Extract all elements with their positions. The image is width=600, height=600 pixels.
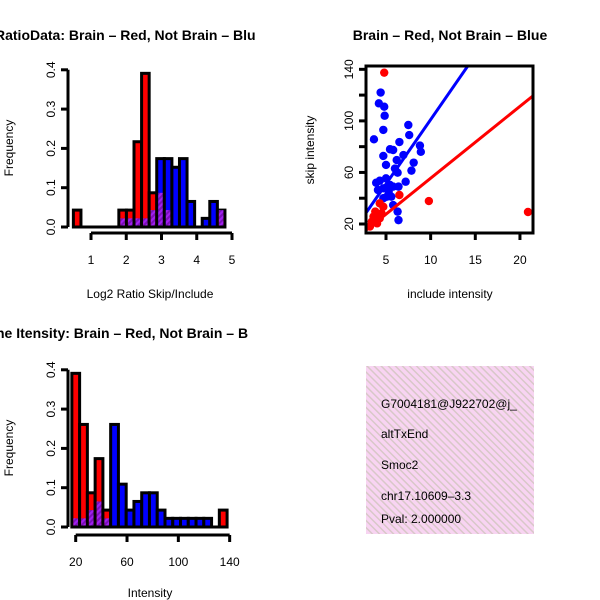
histogram-overlap-bar — [143, 218, 148, 226]
intensity-histogram: ne Itensity: Brain – Red, Not Brain – B … — [0, 325, 248, 600]
ratio-histogram-title: RatioData: Brain – Red, Not Brain – Blu — [0, 27, 256, 43]
scatter-point — [395, 137, 404, 147]
scatter-point — [379, 151, 388, 161]
y-tick-label: 140 — [342, 59, 356, 79]
x-tick-label: 140 — [220, 555, 240, 569]
histogram-bar — [217, 508, 229, 529]
y-tick-label: 100 — [342, 111, 356, 131]
x-tick-label: 2 — [123, 253, 130, 267]
y-tick-label: 0.3 — [44, 400, 58, 417]
scatter-point — [388, 145, 398, 155]
y-tick-label: 0.1 — [44, 179, 58, 196]
regression-line — [366, 95, 533, 232]
y-tick-label: 0.4 — [44, 61, 58, 78]
scatter-point — [416, 147, 426, 157]
histogram-overlap-bar — [88, 510, 94, 526]
scatter-point — [405, 130, 414, 140]
histogram-overlap-bar — [73, 518, 79, 526]
info-location: chr17.10609–3.3 — [381, 489, 471, 503]
ratio-histogram-xlabel: Log2 Ratio Skip/Include — [87, 287, 214, 301]
histogram-overlap-bar — [150, 210, 156, 226]
scatter-plot-area — [366, 66, 533, 232]
y-tick-label: 0.1 — [44, 479, 58, 496]
y-tick-label: 0.0 — [44, 218, 58, 235]
x-tick-label: 5 — [383, 253, 390, 267]
histogram-bar — [185, 199, 197, 229]
scatter-point — [395, 190, 404, 200]
histogram-overlap-bar — [104, 518, 110, 526]
info-panel-background — [366, 366, 534, 534]
info-event-type: altTxEnd — [381, 427, 428, 441]
y-tick-label: 60 — [342, 165, 356, 179]
scatter-title: Brain – Red, Not Brain – Blue — [353, 27, 548, 43]
x-tick-label: 20 — [513, 253, 527, 267]
histogram-overlap-bar — [158, 192, 163, 226]
scatter-point — [424, 196, 434, 206]
x-tick-label: 5 — [229, 253, 236, 267]
scatter-point — [381, 160, 391, 170]
y-tick-label: 0.2 — [44, 440, 58, 457]
scatter-xlabel: include intensity — [407, 287, 492, 301]
histogram-overlap-bar — [120, 218, 125, 226]
scatter-point — [401, 177, 410, 186]
x-tick-label: 3 — [158, 253, 165, 267]
histogram-overlap-bar — [218, 210, 224, 226]
scatter-point — [415, 141, 425, 150]
ratio-histogram-ylabel: Frequency — [2, 120, 16, 177]
histogram-overlap-bar — [165, 210, 171, 226]
x-tick-label: 20 — [69, 555, 83, 569]
y-tick-label: 0.0 — [44, 518, 58, 535]
scatter-point — [380, 111, 389, 120]
info-gene: Smoc2 — [381, 458, 419, 472]
intensity-histogram-title: ne Itensity: Brain – Red, Not Brain – B — [0, 325, 248, 341]
ratio-histogram: RatioData: Brain – Red, Not Brain – Blu … — [0, 27, 256, 301]
x-tick-label: 10 — [424, 253, 438, 267]
regression-line — [366, 66, 470, 215]
scatter-point — [523, 207, 533, 217]
scatter-ylabel: skip intensity — [303, 116, 317, 185]
info-panel: G7004181@J922702@j_ altTxEnd Smoc2 chr17… — [366, 366, 534, 534]
histogram-overlap-bar — [96, 501, 102, 526]
scatter-point — [409, 158, 418, 167]
histogram-overlap-bar — [127, 218, 133, 226]
scatter-point — [369, 135, 379, 144]
scatter-point — [380, 68, 389, 77]
scatter-point — [379, 202, 388, 211]
intensity-scatter: Brain – Red, Not Brain – Blue include in… — [303, 27, 548, 301]
x-tick-label: 15 — [469, 253, 483, 267]
intensity-histogram-xlabel: Intensity — [128, 586, 173, 600]
x-tick-label: 4 — [193, 253, 200, 267]
histogram-overlap-bar — [81, 518, 86, 526]
scatter-point — [394, 215, 403, 225]
info-event-id: G7004181@J922702@j_ — [381, 397, 517, 411]
scatter-point — [404, 120, 413, 130]
y-tick-label: 0.3 — [44, 100, 58, 117]
x-tick-label: 60 — [120, 555, 134, 569]
y-tick-label: 0.2 — [44, 140, 58, 157]
intensity-histogram-ylabel: Frequency — [2, 420, 16, 477]
scatter-point — [393, 207, 402, 216]
scatter-point — [392, 155, 401, 165]
scatter-point — [376, 88, 385, 97]
scatter-point — [384, 187, 393, 196]
info-pval: Pval: 2.000000 — [381, 512, 461, 526]
histogram-overlap-bar — [135, 218, 141, 226]
y-tick-label: 0.4 — [44, 361, 58, 378]
x-tick-label: 1 — [88, 253, 95, 267]
plot-frame — [364, 64, 535, 235]
y-tick-label: 20 — [342, 217, 356, 231]
scatter-point — [380, 102, 389, 111]
histogram-bar — [71, 208, 83, 229]
scatter-point — [394, 182, 403, 191]
x-tick-label: 100 — [168, 555, 188, 569]
scatter-point — [369, 212, 378, 221]
scatter-point — [379, 125, 388, 135]
scatter-point — [407, 166, 416, 175]
